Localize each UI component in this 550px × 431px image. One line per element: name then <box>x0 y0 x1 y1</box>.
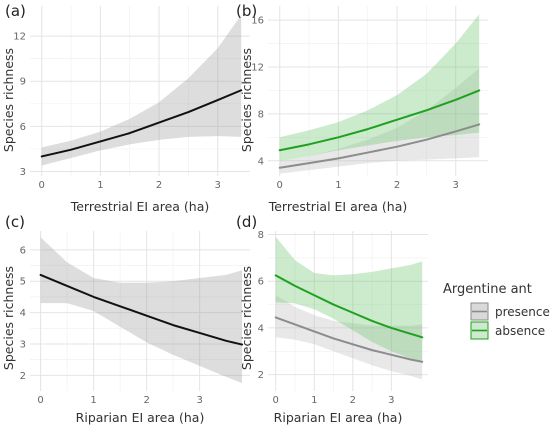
y-tick-label: 5 <box>20 277 26 288</box>
y-tick-label: 4 <box>258 156 264 167</box>
x-tick-label: 1 <box>90 395 96 406</box>
x-tick-label: 0 <box>273 395 279 406</box>
confidence-band-presence-b <box>279 68 480 174</box>
y-tick-label: 6 <box>20 245 26 256</box>
y-tick-label: 6 <box>20 122 26 133</box>
y-tick-label: 4 <box>20 308 26 319</box>
panel-label-a: (a) <box>5 2 26 20</box>
fitted-line-absence-d <box>274 274 424 339</box>
y-axis-title-b: Species richness <box>239 48 254 152</box>
x-axis-title-b: Terrestrial EI area (ha) <box>268 199 408 214</box>
y-tick-label: 4 <box>258 323 264 334</box>
y-tick-label: 8 <box>258 109 264 120</box>
x-tick-label: 0 <box>39 180 45 191</box>
fitted-line-presence-b <box>278 123 481 169</box>
x-axis-title-d: Riparian EI area (ha) <box>274 410 403 425</box>
x-tick-label: 0 <box>37 395 43 406</box>
x-tick-label: 2 <box>143 395 149 406</box>
confidence-band-series-c <box>40 237 243 384</box>
legend: Argentine ant presence absence <box>443 282 550 340</box>
y-axis-title-a: Species richness <box>1 48 16 152</box>
confidence-band-absence-d <box>275 236 423 363</box>
x-tick-label: 3 <box>453 180 459 191</box>
y-tick-label: 12 <box>13 32 26 43</box>
plot-area-a <box>30 6 250 176</box>
panel-label-d: (d) <box>236 213 257 231</box>
y-tick-label: 2 <box>258 370 264 381</box>
x-tick-label: 2 <box>156 180 162 191</box>
confidence-band-series-a <box>41 15 242 166</box>
x-tick-label: 3 <box>215 180 221 191</box>
y-tick-label: 9 <box>20 77 26 88</box>
y-tick-label: 3 <box>20 167 26 178</box>
x-tick-label: 2 <box>394 180 400 191</box>
x-tick-label: 0 <box>277 180 283 191</box>
legend-label-absence: absence <box>495 324 545 338</box>
y-axis-title-d: Species richness <box>239 266 254 370</box>
y-tick-label: 3 <box>20 339 26 350</box>
panel-d: 0 1 2 3 2 4 6 8 <box>258 230 428 406</box>
x-tick-label: 1 <box>311 395 317 406</box>
x-tick-label: 3 <box>196 395 202 406</box>
legend-item-absence: absence <box>470 321 545 340</box>
plot-area-b <box>268 6 488 176</box>
confidence-band-absence-b <box>279 14 480 161</box>
legend-item-presence: presence <box>470 302 550 321</box>
y-tick-label: 8 <box>258 230 264 241</box>
legend-title: Argentine ant <box>443 282 532 297</box>
fitted-line-presence-d <box>274 316 424 363</box>
confidence-band-presence-d <box>275 295 423 380</box>
y-tick-label: 6 <box>258 277 264 288</box>
plot-area-c <box>30 231 250 391</box>
x-tick-label: 3 <box>388 395 394 406</box>
x-axis-title-c: Riparian EI area (ha) <box>76 410 205 425</box>
fitted-line-absence-b <box>278 89 481 152</box>
fitted-line-series-c <box>39 273 244 346</box>
y-tick-label: 16 <box>251 16 264 27</box>
y-tick-label: 2 <box>20 371 26 382</box>
x-tick-label: 1 <box>97 180 103 191</box>
y-tick-label: 12 <box>251 62 264 73</box>
x-tick-label: 2 <box>350 395 356 406</box>
x-tick-label: 1 <box>335 180 341 191</box>
panel-label-c: (c) <box>5 213 25 231</box>
panel-c: 0 1 2 3 2 3 4 5 6 <box>20 231 250 406</box>
y-axis-title-c: Species richness <box>1 266 16 370</box>
panel-label-b: (b) <box>236 2 257 20</box>
legend-label-presence: presence <box>495 305 550 319</box>
fitted-line-series-a <box>40 89 243 158</box>
x-axis-title-a: Terrestrial EI area (ha) <box>70 199 210 214</box>
